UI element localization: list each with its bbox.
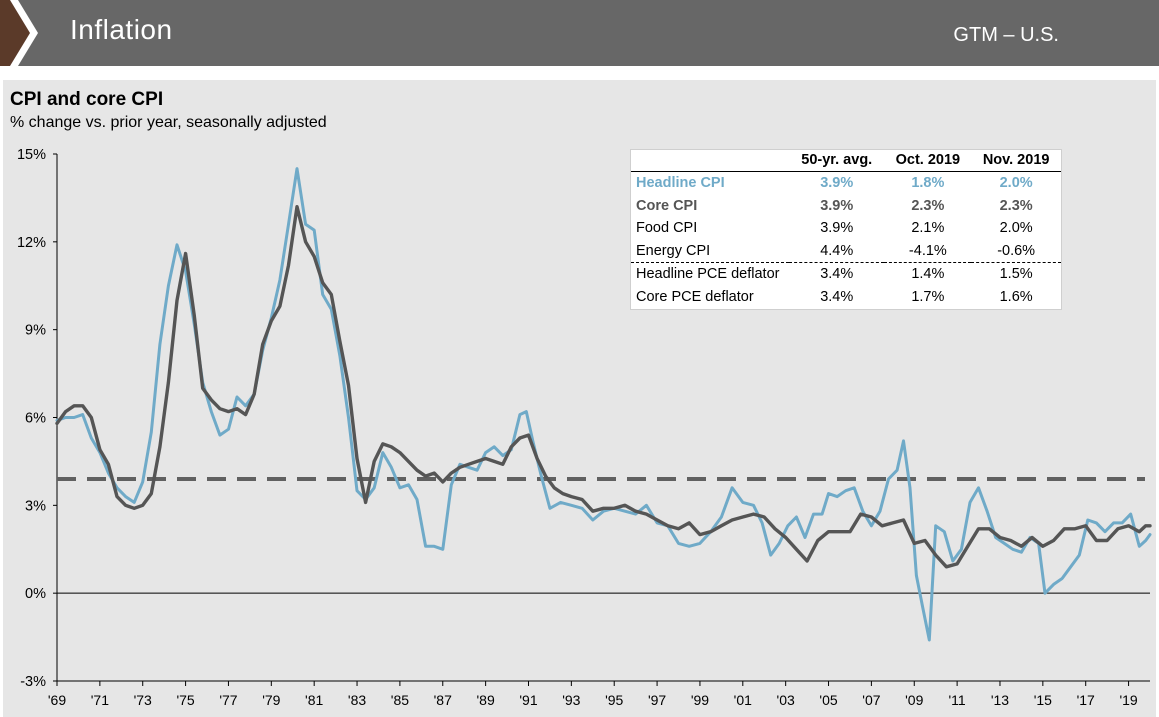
- row-label: Core CPI: [636, 197, 698, 214]
- x-tick-label: '15: [1034, 692, 1052, 708]
- col-header-nov: Nov. 2019: [971, 150, 1061, 172]
- cell-oct: 1.4%: [911, 266, 945, 282]
- x-tick-label: '79: [262, 692, 280, 708]
- x-tick-label: '07: [862, 692, 880, 708]
- cell-oct: 1.8%: [911, 175, 945, 191]
- cell-nov: 2.0%: [999, 175, 1033, 191]
- section-label: GTM – U.S.: [953, 24, 1059, 46]
- x-tick-label: '77: [219, 692, 237, 708]
- stats-table: 50-yr. avg. Oct. 2019 Nov. 2019 Headline…: [630, 149, 1062, 310]
- chart-subtitle: % change vs. prior year, seasonally adju…: [10, 114, 327, 131]
- y-tick-label: 3%: [25, 498, 46, 514]
- x-tick-label: '75: [176, 692, 194, 708]
- table-row: Core PCE deflator 3.4% 1.7% 1.6%: [631, 286, 1061, 309]
- y-tick-label: 15%: [17, 147, 46, 163]
- x-tick-label: '83: [348, 692, 366, 708]
- cell-oct: 2.1%: [911, 220, 945, 236]
- x-tick-label: '99: [691, 692, 709, 708]
- x-tick-label: '73: [134, 692, 152, 708]
- cell-nov: 1.5%: [999, 266, 1033, 282]
- table-row: Headline PCE deflator 3.4% 1.4% 1.5%: [631, 263, 1061, 286]
- row-label: Headline CPI: [636, 175, 725, 191]
- y-tick-label: 12%: [17, 235, 46, 251]
- x-tick-label: '97: [648, 692, 666, 708]
- x-tick-label: '19: [1119, 692, 1137, 708]
- cell-nov: -0.6%: [971, 239, 1061, 263]
- cell-nov: 2.0%: [999, 220, 1033, 236]
- header-bar: [0, 0, 1159, 66]
- core-cpi-series-line: [55, 204, 1152, 569]
- header-chevron-icon: [0, 0, 38, 66]
- col-header-label: [631, 150, 789, 172]
- cell-avg: 3.9%: [820, 220, 854, 236]
- cell-nov: 2.3%: [999, 197, 1033, 214]
- row-label: Core PCE deflator: [636, 288, 754, 305]
- row-label: Headline PCE deflator: [636, 266, 780, 282]
- x-tick-label: '09: [905, 692, 923, 708]
- x-tick-label: '71: [91, 692, 109, 708]
- table-row: Energy CPI 4.4% -4.1% -0.6%: [631, 239, 1061, 263]
- x-tick-label: '17: [1077, 692, 1095, 708]
- table-row: Food CPI 3.9% 2.1% 2.0%: [631, 217, 1061, 240]
- x-tick-label: '87: [434, 692, 452, 708]
- x-tick-label: '89: [477, 692, 495, 708]
- y-tick-label: -3%: [20, 674, 46, 690]
- y-tick-label: 9%: [25, 323, 46, 339]
- col-header-avg: 50-yr. avg.: [789, 150, 885, 172]
- row-label: Food CPI: [636, 220, 698, 236]
- x-tick-label: '05: [819, 692, 837, 708]
- cell-avg: 3.4%: [820, 288, 854, 305]
- cell-avg: 3.9%: [820, 175, 854, 191]
- cell-avg: 3.9%: [820, 197, 854, 214]
- x-tick-label: '13: [991, 692, 1009, 708]
- x-tick-label: '03: [777, 692, 795, 708]
- col-header-oct: Oct. 2019: [884, 150, 972, 172]
- cell-oct: 1.7%: [911, 288, 945, 305]
- x-tick-label: '69: [48, 692, 66, 708]
- x-tick-label: '91: [519, 692, 537, 708]
- cell-oct: -4.1%: [884, 239, 972, 263]
- table-row: Core CPI 3.9% 2.3% 2.3%: [631, 195, 1061, 218]
- y-tick-label: 0%: [25, 586, 46, 602]
- cell-avg: 4.4%: [789, 239, 885, 263]
- x-tick-label: '85: [391, 692, 409, 708]
- page-title: Inflation: [70, 14, 173, 45]
- chart-title: CPI and core CPI: [10, 89, 164, 110]
- table-row: Headline CPI 3.9% 1.8% 2.0%: [631, 172, 1061, 195]
- headline-cpi-series-line: [55, 167, 1152, 642]
- x-tick-label: '95: [605, 692, 623, 708]
- x-tick-label: '11: [949, 692, 966, 708]
- row-label: Energy CPI: [631, 239, 789, 263]
- y-tick-label: 6%: [25, 411, 46, 427]
- cell-nov: 1.6%: [999, 288, 1033, 305]
- x-tick-label: '81: [305, 692, 323, 708]
- x-tick-label: '01: [734, 692, 752, 708]
- cell-avg: 3.4%: [820, 266, 854, 282]
- x-tick-label: '93: [562, 692, 580, 708]
- cell-oct: 2.3%: [911, 197, 945, 214]
